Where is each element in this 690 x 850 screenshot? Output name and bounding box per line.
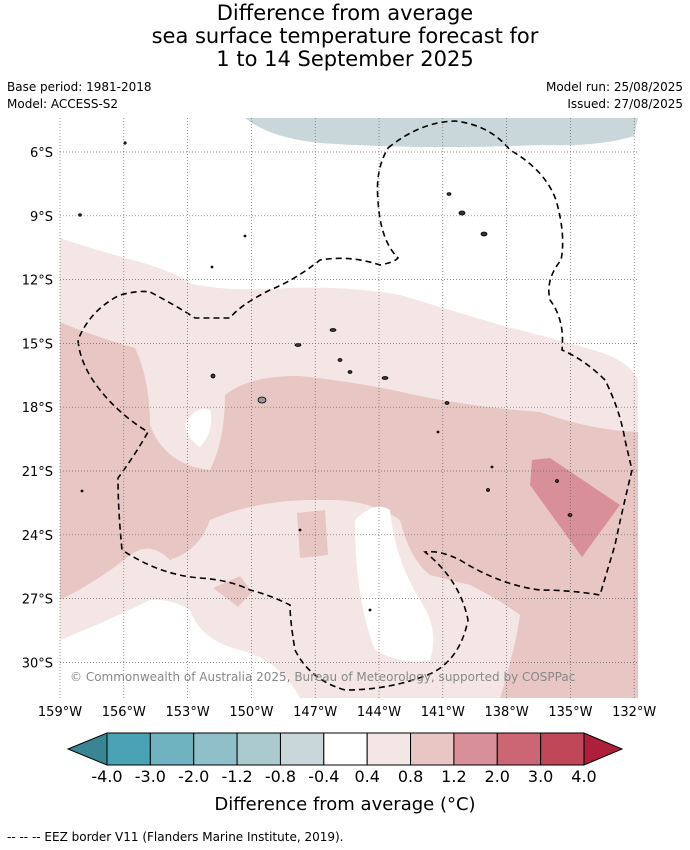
neutral-patch-west [185,409,212,447]
longitude-label: 159°W [38,705,82,720]
colorbar-tick-label: 0.4 [354,767,379,786]
colorbar-swatch [193,732,238,766]
island-marker [210,265,214,269]
colorbar-swatch [149,732,195,766]
island-marker [298,528,302,532]
island-marker [555,479,559,483]
colorbar-tick-label: -1.2 [221,767,252,786]
latitude-label: 21°S [22,465,53,480]
colorbar-tick-label: 2.0 [485,767,510,786]
longitude-labels: 159°W 156°W 153°W 150°W 147°W 144°W 141°W 138°W… [38,705,657,720]
island-marker [446,192,452,196]
colorbar-swatch [453,732,498,766]
colorbar-title: Difference from average (°C) [0,794,690,815]
island-marker [78,213,82,217]
eez-footnote: -- -- -- EEZ border V11 (Flanders Marine… [7,830,344,844]
meta-left: Base period: 1981-2018 Model: ACCESS-S2 [7,79,152,113]
colorbar-swatch [366,732,412,766]
neutral-patch-central [355,506,434,662]
patch-mid [297,510,328,558]
latitude-label: 6°S [30,146,53,161]
latitude-label: 30°S [22,656,53,671]
issued-date: Issued: 27/08/2025 [567,97,683,111]
title-line-2: sea surface temperature forecast for [151,24,539,48]
island-marker [337,358,343,362]
colorbar-swatch [540,732,585,766]
island-marker [294,343,302,347]
anomaly-band-1-2 [530,458,620,557]
map-area [60,118,638,698]
colorbar-low-extend [66,732,108,766]
colorbar-swatch [323,732,368,766]
colorbar-swatch [496,732,542,766]
island-marker [123,141,127,145]
longitude-label: 156°W [102,705,146,720]
colorbar: -4.0 -3.0 -2.0 -1.2 -0.8 -0.4 0.4 0.8 1.2 2.0 3.0 4… [66,732,624,786]
cool-anomaly-region [245,118,638,148]
longitude-label: 147°W [293,705,337,720]
island-marker [458,210,466,216]
island-marker [210,373,216,379]
island-marker [243,234,247,238]
colorbar-tick-label: 1.2 [441,767,466,786]
latitude-label: 24°S [22,529,53,544]
latitude-label: 18°S [22,401,53,416]
meta-right: Model run: 25/08/2025 Issued: 27/08/2025 [546,79,683,113]
patch-small-west [213,576,252,607]
latitude-label: 27°S [22,593,53,608]
colorbar-swatch [106,732,151,766]
neutral-patch-southwest [60,599,300,698]
longitude-label: 141°W [421,705,465,720]
map-title: Difference from average sea surface temp… [0,2,690,71]
island-marker [381,376,389,380]
island-marker [490,465,494,469]
longitude-label: 144°W [357,705,401,720]
colorbar-tick-label: -3.0 [135,767,166,786]
colorbar-tick-label: 3.0 [528,767,553,786]
colorbar-swatch [279,732,325,766]
colorbar-tick-label: -2.0 [178,767,209,786]
colorbar-title-text: Difference from average (°C) [214,794,476,815]
colorbar-tick-label: 4.0 [571,767,596,786]
island-marker [436,430,440,434]
latitude-label: 15°S [22,337,53,352]
island-marker [480,231,488,237]
island-marker [80,489,84,493]
title-line-3: 1 to 14 September 2025 [216,47,474,71]
island-marker [368,608,372,612]
island-marker [257,396,267,404]
colorbar-tick-label: -0.4 [308,767,339,786]
island-marker [347,370,353,374]
latitude-label: 9°S [30,210,53,225]
island-marker [329,328,337,332]
longitude-label: 150°W [229,705,273,720]
colorbar-tick-label: -4.0 [91,767,122,786]
longitude-label: 135°W [548,705,592,720]
colorbar-tick-label: -0.8 [265,767,296,786]
colorbar-high-extend [583,732,624,766]
longitude-label: 153°W [166,705,210,720]
island-marker [486,488,490,492]
graticule [59,118,638,698]
colorbar-swatch [410,732,455,766]
base-period: Base period: 1981-2018 [7,80,152,94]
latitude-labels: 6°S 9°S 12°S 15°S 18°S 21°S 24°S 27°S 30°S [22,146,53,671]
colorbar-swatch [236,732,281,766]
longitude-label: 132°W [612,705,656,720]
longitude-label: 138°W [485,705,529,720]
islands [78,141,573,612]
island-marker [444,401,450,405]
latitude-label: 12°S [22,274,53,289]
eez-border-dashed [77,120,633,691]
model-run: Model run: 25/08/2025 [545,80,683,94]
colorbar-tick-label: 0.8 [398,767,423,786]
title-line-1: Difference from average [216,1,474,25]
island-marker [567,513,573,517]
model-name: Model: ACCESS-S2 [7,97,119,111]
copyright-notice: © Commonwealth of Australia 2025, Bureau… [70,670,575,684]
